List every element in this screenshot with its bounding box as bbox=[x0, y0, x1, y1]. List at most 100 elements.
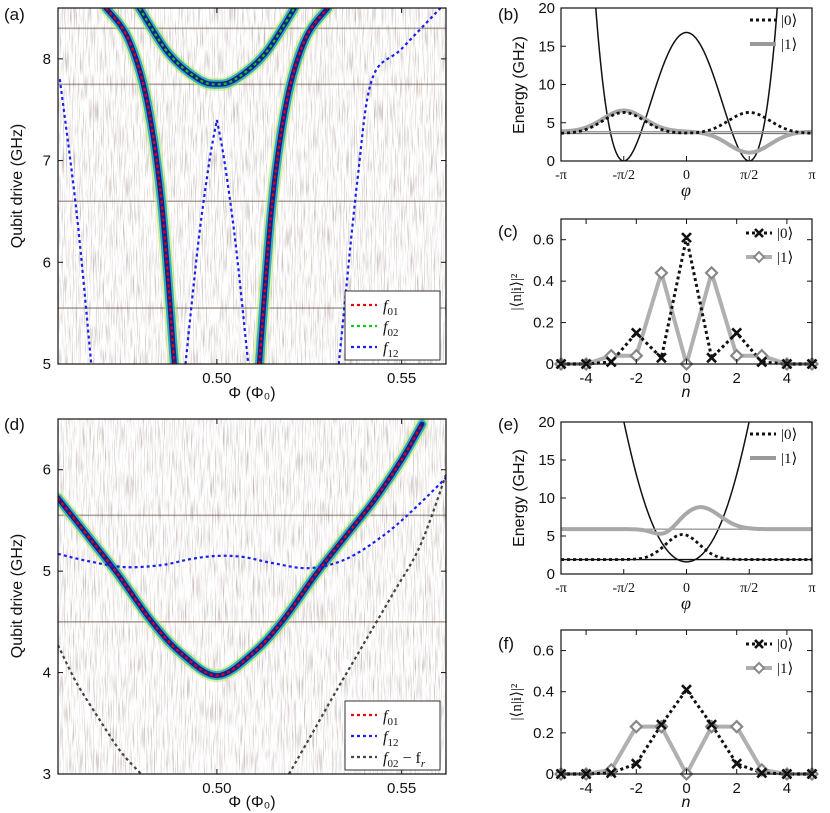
plot-frame bbox=[560, 421, 813, 575]
curve-f01 bbox=[105, 8, 176, 364]
panel-label-c: (c) bbox=[498, 222, 518, 241]
y-tick-label: 5 bbox=[547, 115, 555, 132]
series-0-marker bbox=[731, 758, 743, 770]
y-tick-label: 0.6 bbox=[533, 643, 554, 660]
x-tick-label: 4 bbox=[783, 780, 791, 797]
x-tick-label: -π bbox=[555, 168, 567, 183]
plot-frame bbox=[560, 7, 813, 162]
y-tick-label: 10 bbox=[538, 490, 555, 507]
x-tick-label: 0 bbox=[683, 168, 690, 183]
curve-f12 bbox=[58, 477, 446, 570]
series-0-marker bbox=[630, 758, 642, 770]
y-axis-label: Energy (GHz) bbox=[511, 36, 528, 134]
y-tick-label: 0.4 bbox=[533, 684, 554, 701]
curve-f12 bbox=[337, 8, 442, 364]
panel-label-d: (d) bbox=[4, 415, 25, 434]
y-tick-label: 7 bbox=[43, 153, 51, 170]
legend-marker bbox=[752, 250, 766, 264]
legend-label: |1⟩ bbox=[781, 451, 797, 467]
series-1-line bbox=[561, 265, 812, 372]
curve-f02-fr bbox=[288, 474, 446, 774]
x-tick-label: 4 bbox=[783, 370, 791, 387]
x-axis-label: n bbox=[682, 794, 691, 811]
series-0-marker bbox=[655, 719, 667, 731]
legend-label: f02 bbox=[383, 319, 398, 339]
panel-label-b: (b) bbox=[498, 5, 519, 24]
y-axis-label: Qubit drive (GHz) bbox=[9, 124, 26, 248]
x-tick-label: π/2 bbox=[740, 168, 758, 183]
y-tick-label: 6 bbox=[43, 462, 51, 479]
y-tick-label: 0.2 bbox=[533, 315, 554, 332]
x-tick-label: 0.55 bbox=[387, 370, 416, 387]
wavefunction-1 bbox=[561, 505, 812, 536]
legend-label: f12 bbox=[383, 729, 398, 749]
x-tick-label: 2 bbox=[733, 370, 741, 387]
panel-b-potential: -π -π/2 0 π/2 π 0 5 10 15 20 Energy (GHz) φ |0⟩ |1… bbox=[511, 0, 816, 200]
y-tick-label: 0 bbox=[547, 153, 555, 170]
x-tick-label: 0.50 bbox=[202, 370, 231, 387]
panel-label-f: (f) bbox=[498, 634, 514, 653]
series-1-marker bbox=[704, 265, 719, 280]
series-0-marker bbox=[706, 719, 718, 731]
series-1-marker bbox=[729, 719, 744, 734]
x-tick-label: 0 bbox=[683, 581, 690, 596]
y-axis-label: Energy (GHz) bbox=[511, 449, 528, 547]
y-tick-label: 5 bbox=[547, 528, 555, 545]
panel-c-charge-distribution: -4 -2 0 2 4 0 0.2 0.4 0.6 |⟨n|i⟩|² n |0⟩ |1⟩ bbox=[509, 218, 820, 401]
legend-label: f01 bbox=[383, 708, 398, 728]
series-0-marker bbox=[605, 356, 617, 368]
panel-f-charge-distribution: -4 -2 0 2 4 0 0.2 0.4 0.6 |⟨n|i⟩|² n |0⟩ |1⟩ bbox=[509, 629, 820, 811]
series-1-marker bbox=[654, 265, 669, 280]
legend-label: |0⟩ bbox=[777, 637, 793, 653]
y-tick-label: 6 bbox=[43, 254, 51, 271]
series-0-line bbox=[561, 687, 812, 776]
y-tick-label: 15 bbox=[538, 38, 555, 55]
x-tick-label: -2 bbox=[630, 370, 643, 387]
y-tick-label: 0 bbox=[546, 356, 554, 373]
series-1-marker bbox=[704, 719, 719, 734]
y-axis-label: |⟨n|i⟩|² bbox=[509, 273, 525, 310]
series-0-marker bbox=[706, 352, 718, 364]
x-tick-label: -4 bbox=[579, 780, 592, 797]
y-tick-label: 0.4 bbox=[533, 273, 554, 290]
panel-d-spectroscopy: 0.50 0.55 3 4 5 6 Qubit drive (GHz) Φ (Φ₀) f0… bbox=[9, 418, 447, 811]
panel-label-e: (e) bbox=[498, 415, 519, 434]
plot-frame bbox=[57, 7, 447, 365]
x-axis-label: Φ (Φ₀) bbox=[228, 385, 275, 402]
series-0-marker bbox=[681, 232, 692, 244]
x-tick-label: 0.50 bbox=[202, 780, 231, 797]
x-tick-label: -π bbox=[555, 581, 567, 596]
legend-label: |0⟩ bbox=[781, 13, 797, 29]
curve-f12 bbox=[184, 119, 218, 364]
curve-f01 bbox=[58, 423, 423, 677]
panel-e-potential: -π -π/2 0 π/2 π 0 5 10 15 20 Energy (GHz) φ |0⟩ |1… bbox=[511, 414, 816, 613]
series-1-marker bbox=[654, 719, 669, 734]
legend-box bbox=[344, 700, 441, 771]
y-tick-label: 8 bbox=[43, 51, 51, 68]
series-1-marker bbox=[629, 719, 644, 734]
wavefunction-1 bbox=[561, 108, 812, 155]
wavefunction-0 bbox=[561, 111, 812, 135]
x-tick-label: 2 bbox=[733, 780, 741, 797]
y-tick-label: 5 bbox=[43, 356, 51, 373]
x-axis-label: n bbox=[682, 384, 691, 401]
x-tick-label: -π/2 bbox=[612, 168, 635, 183]
x-tick-label: π/2 bbox=[740, 581, 758, 596]
x-tick-label: 0 bbox=[682, 370, 690, 387]
y-tick-label: 0.6 bbox=[533, 232, 554, 249]
plot-frame bbox=[560, 629, 813, 775]
y-tick-label: 0 bbox=[547, 566, 555, 583]
y-tick-label: 20 bbox=[538, 414, 555, 431]
legend-marker bbox=[754, 639, 764, 649]
y-tick-label: 4 bbox=[43, 665, 51, 682]
series-0-marker bbox=[681, 684, 692, 696]
x-tick-label: -π/2 bbox=[612, 581, 635, 596]
y-axis-label: Qubit drive (GHz) bbox=[9, 534, 26, 658]
legend-label: f12 bbox=[383, 340, 398, 360]
series-0-marker bbox=[756, 356, 768, 368]
legend-label: f01 bbox=[383, 298, 398, 318]
legend-label: |0⟩ bbox=[777, 226, 793, 242]
potential-curve bbox=[623, 422, 750, 563]
wavefunction-0 bbox=[561, 533, 812, 561]
